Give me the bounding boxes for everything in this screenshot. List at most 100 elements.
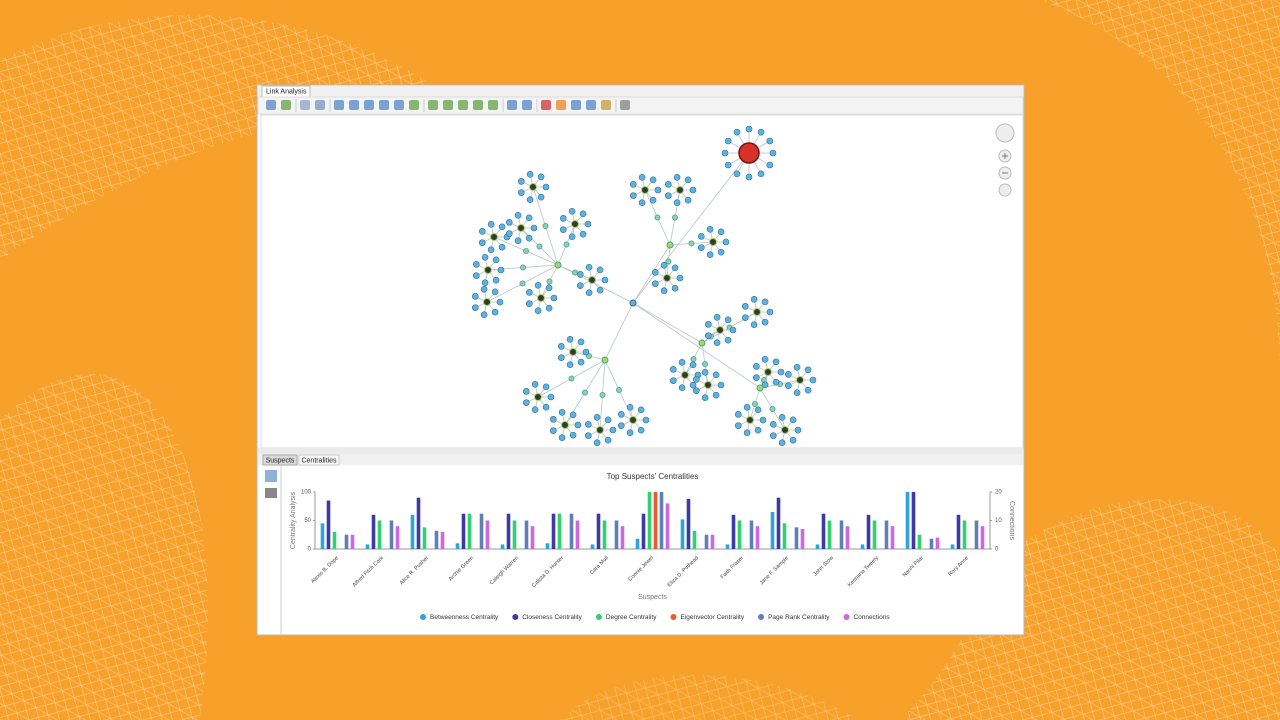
toolbar-button[interactable] xyxy=(266,100,276,110)
toolbar-button[interactable] xyxy=(571,100,581,110)
link-node xyxy=(665,258,672,265)
toolbar-button[interactable] xyxy=(443,100,453,110)
toolbar-button[interactable] xyxy=(409,100,419,110)
link-node xyxy=(520,264,526,271)
entity-node xyxy=(471,304,479,311)
bar xyxy=(530,526,535,549)
suspect-node xyxy=(483,298,491,306)
print-button[interactable] xyxy=(265,488,277,498)
entity-node xyxy=(717,248,725,256)
toolbar-button[interactable] xyxy=(458,100,468,110)
toolbar-button[interactable] xyxy=(394,100,404,110)
toolbar-button[interactable] xyxy=(300,100,310,110)
entity-node xyxy=(676,274,684,282)
link-node xyxy=(599,392,606,398)
entity-node xyxy=(772,358,780,366)
entity-node xyxy=(706,251,714,258)
entity-node xyxy=(772,378,780,386)
entity-node xyxy=(660,262,668,269)
entity-node xyxy=(706,226,714,233)
entity-node xyxy=(487,221,495,228)
bar xyxy=(365,544,370,549)
hub-node xyxy=(698,339,706,347)
entity-node xyxy=(604,416,612,424)
entity-node xyxy=(558,434,566,441)
entity-node xyxy=(638,174,646,181)
bar xyxy=(782,523,787,549)
legend-label: Page Rank Centrality xyxy=(768,614,830,621)
splitter[interactable] xyxy=(258,448,1023,454)
toolbar-button[interactable] xyxy=(364,100,374,110)
link-node xyxy=(563,241,570,248)
toolbar-button[interactable] xyxy=(379,100,389,110)
toolbar-button[interactable] xyxy=(586,100,596,110)
toolbar-button[interactable] xyxy=(522,100,532,110)
entity-node xyxy=(626,404,634,411)
bar xyxy=(551,513,556,549)
bar xyxy=(344,534,349,549)
entity-node xyxy=(574,421,582,429)
entity-node xyxy=(604,436,612,444)
toolbar-button[interactable] xyxy=(556,100,566,110)
y-tick-label: 0 xyxy=(308,547,312,553)
export-button[interactable] xyxy=(265,470,277,482)
bar xyxy=(929,538,934,549)
entity-node xyxy=(542,183,550,191)
legend-label: Degree Centrality xyxy=(606,614,657,621)
suspect-node xyxy=(704,381,712,389)
tab-label: Link Analysis xyxy=(266,88,307,95)
toolbar-button[interactable] xyxy=(541,100,551,110)
toolbar-button[interactable] xyxy=(473,100,483,110)
toolbar-button[interactable] xyxy=(488,100,498,110)
entity-node xyxy=(497,266,505,274)
suspect-node xyxy=(716,326,724,334)
link-node xyxy=(582,389,588,396)
bar xyxy=(614,520,619,549)
toolbar-button[interactable] xyxy=(601,100,611,110)
suspect-node xyxy=(796,376,804,384)
legend-label: Closeness Centrality xyxy=(522,614,582,621)
entity-node xyxy=(689,361,697,369)
tab[interactable] xyxy=(298,454,340,466)
bar xyxy=(827,520,832,549)
toolbar-button[interactable] xyxy=(620,100,630,110)
fit-view[interactable] xyxy=(998,183,1012,197)
entity-node xyxy=(766,161,774,169)
entity-node xyxy=(809,376,817,384)
suspect-node xyxy=(781,426,789,434)
tab[interactable] xyxy=(262,454,298,466)
entity-node xyxy=(478,239,486,246)
toolbar-button[interactable] xyxy=(507,100,517,110)
entity-node xyxy=(704,321,712,328)
entity-node xyxy=(754,406,762,414)
entity-node xyxy=(684,176,692,184)
entity-node xyxy=(724,336,732,344)
legend-label: Betweenness Centrality xyxy=(430,614,499,621)
pan-control[interactable] xyxy=(995,123,1015,143)
entity-node xyxy=(778,414,786,421)
link-node xyxy=(688,240,695,247)
toolbar-button[interactable] xyxy=(315,100,325,110)
link-node xyxy=(542,223,549,229)
bar xyxy=(884,520,889,549)
x-axis-label: Suspects xyxy=(638,594,667,601)
entity-node xyxy=(689,186,697,194)
entity-node xyxy=(804,386,812,394)
toolbar-button[interactable] xyxy=(349,100,359,110)
entity-node xyxy=(752,363,760,370)
toolbar-button[interactable] xyxy=(334,100,344,110)
toolbar-button[interactable] xyxy=(428,100,438,110)
graph-canvas xyxy=(260,114,1024,449)
entity-node xyxy=(557,354,565,361)
legend-swatch xyxy=(512,614,519,620)
bar xyxy=(545,543,550,549)
edge xyxy=(604,302,634,361)
bar xyxy=(692,530,697,549)
suspect-node xyxy=(641,186,649,194)
entity-node xyxy=(741,314,749,321)
toolbar-button[interactable] xyxy=(281,100,291,110)
bar xyxy=(935,537,940,549)
suspect-node xyxy=(629,416,637,424)
bottom-tab-strip xyxy=(258,454,1023,465)
bar xyxy=(794,527,799,549)
